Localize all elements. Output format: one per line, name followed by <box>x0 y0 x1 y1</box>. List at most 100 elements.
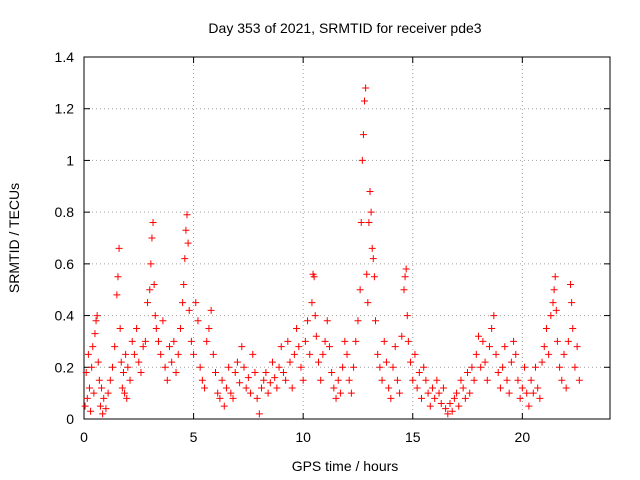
data-point <box>549 299 557 307</box>
data-point <box>180 281 188 289</box>
data-point <box>185 306 193 314</box>
data-point <box>258 384 266 392</box>
data-point <box>277 343 285 351</box>
data-point <box>147 260 155 268</box>
data-point <box>357 218 365 226</box>
data-point <box>552 306 560 314</box>
data-point <box>475 332 482 340</box>
data-point <box>121 389 129 397</box>
data-point <box>575 376 583 384</box>
plot-frame <box>83 56 611 420</box>
data-point <box>525 402 533 410</box>
data-point <box>352 337 360 345</box>
data-point <box>133 325 141 332</box>
data-point <box>356 286 364 294</box>
data-point <box>108 363 116 371</box>
data-point <box>139 343 147 351</box>
data-point <box>362 84 370 92</box>
data-point <box>176 325 184 332</box>
data-point <box>330 384 338 392</box>
data-point <box>196 363 204 371</box>
data-point <box>102 405 110 413</box>
data-point <box>534 384 542 392</box>
data-point <box>540 343 548 351</box>
data-point <box>527 376 535 384</box>
data-point <box>163 376 171 384</box>
data-point <box>84 350 92 358</box>
data-point <box>564 337 572 345</box>
data-point <box>354 317 362 325</box>
data-point <box>130 350 138 358</box>
x-tick-label: 20 <box>515 429 531 445</box>
data-point <box>424 389 432 397</box>
data-point <box>334 376 342 384</box>
data-point <box>569 325 577 332</box>
data-point <box>310 273 318 281</box>
data-point <box>182 226 190 234</box>
data-point <box>547 312 555 320</box>
data-point <box>494 368 502 376</box>
data-point <box>422 376 430 384</box>
data-point <box>231 368 239 376</box>
data-point <box>181 255 189 263</box>
data-point <box>203 337 211 345</box>
data-point <box>483 376 491 384</box>
data-point <box>137 368 145 376</box>
data-point <box>464 368 472 376</box>
data-point <box>123 394 131 402</box>
data-point <box>404 337 412 345</box>
data-point <box>536 394 544 402</box>
data-point <box>400 286 408 294</box>
data-point <box>396 389 404 397</box>
data-point <box>308 299 316 307</box>
y-tick-label: 0.8 <box>55 204 75 220</box>
data-point <box>376 363 384 371</box>
data-point <box>551 273 559 281</box>
data-point <box>433 376 441 384</box>
data-point <box>378 376 386 384</box>
data-point <box>312 332 320 340</box>
data-point <box>374 350 382 358</box>
data-point <box>507 358 515 366</box>
y-tick-label: 0 <box>66 411 74 427</box>
data-point <box>420 363 428 371</box>
data-point <box>82 368 90 376</box>
data-point <box>87 407 95 415</box>
data-point <box>95 376 103 384</box>
data-point <box>553 337 561 345</box>
data-point <box>225 363 233 371</box>
data-point <box>299 376 307 384</box>
data-point <box>91 330 99 338</box>
data-point <box>558 376 566 384</box>
data-point <box>521 363 529 371</box>
data-point <box>92 317 100 325</box>
data-point <box>370 273 378 281</box>
data-point <box>148 234 156 242</box>
data-point <box>545 350 553 358</box>
data-point <box>435 389 443 397</box>
data-point <box>152 325 160 332</box>
data-point <box>518 384 526 392</box>
data-point <box>573 343 581 351</box>
x-tick-label: 0 <box>80 429 88 445</box>
y-tick-label: 0.2 <box>55 359 75 375</box>
x-tick-label: 10 <box>295 429 311 445</box>
data-point <box>128 337 136 345</box>
data-point <box>453 389 461 397</box>
data-point <box>411 350 419 358</box>
data-point <box>83 394 91 402</box>
data-point <box>366 187 374 195</box>
data-point <box>490 312 498 320</box>
y-tick-label: 1 <box>66 152 74 168</box>
data-point <box>85 384 93 392</box>
data-point <box>122 350 130 358</box>
data-point <box>244 374 252 382</box>
data-point <box>212 368 219 376</box>
data-point <box>227 389 235 397</box>
data-point <box>209 350 217 358</box>
data-point <box>437 399 445 407</box>
data-point <box>365 218 373 226</box>
data-point <box>556 363 564 371</box>
data-point <box>415 368 423 376</box>
